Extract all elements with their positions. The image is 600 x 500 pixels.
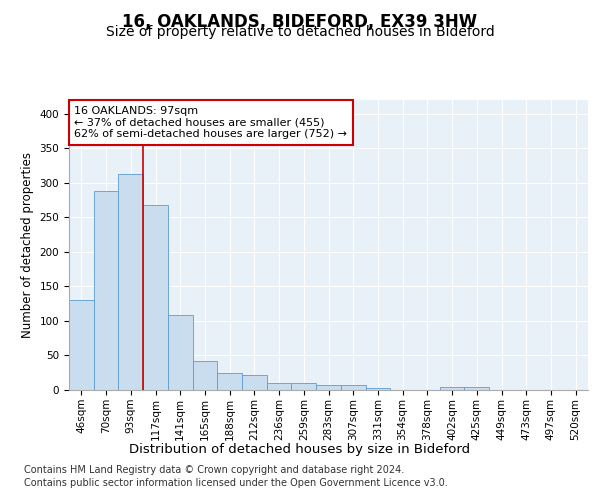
Bar	[316, 385, 341, 390]
Text: 16 OAKLANDS: 97sqm
← 37% of detached houses are smaller (455)
62% of semi-detach: 16 OAKLANDS: 97sqm ← 37% of detached hou…	[74, 106, 347, 139]
Text: Contains public sector information licensed under the Open Government Licence v3: Contains public sector information licen…	[24, 478, 448, 488]
Text: 16, OAKLANDS, BIDEFORD, EX39 3HW: 16, OAKLANDS, BIDEFORD, EX39 3HW	[122, 12, 478, 30]
Bar	[168, 316, 193, 390]
Bar	[464, 386, 489, 390]
Bar	[69, 300, 94, 390]
Bar	[217, 372, 242, 390]
Bar	[94, 191, 118, 390]
Bar	[440, 386, 464, 390]
Text: Size of property relative to detached houses in Bideford: Size of property relative to detached ho…	[106, 25, 494, 39]
Bar	[267, 383, 292, 390]
Bar	[341, 385, 365, 390]
Bar	[118, 174, 143, 390]
Text: Contains HM Land Registry data © Crown copyright and database right 2024.: Contains HM Land Registry data © Crown c…	[24, 465, 404, 475]
Bar	[242, 375, 267, 390]
Bar	[292, 383, 316, 390]
Bar	[365, 388, 390, 390]
Text: Distribution of detached houses by size in Bideford: Distribution of detached houses by size …	[130, 442, 470, 456]
Bar	[143, 205, 168, 390]
Y-axis label: Number of detached properties: Number of detached properties	[21, 152, 34, 338]
Bar	[193, 361, 217, 390]
